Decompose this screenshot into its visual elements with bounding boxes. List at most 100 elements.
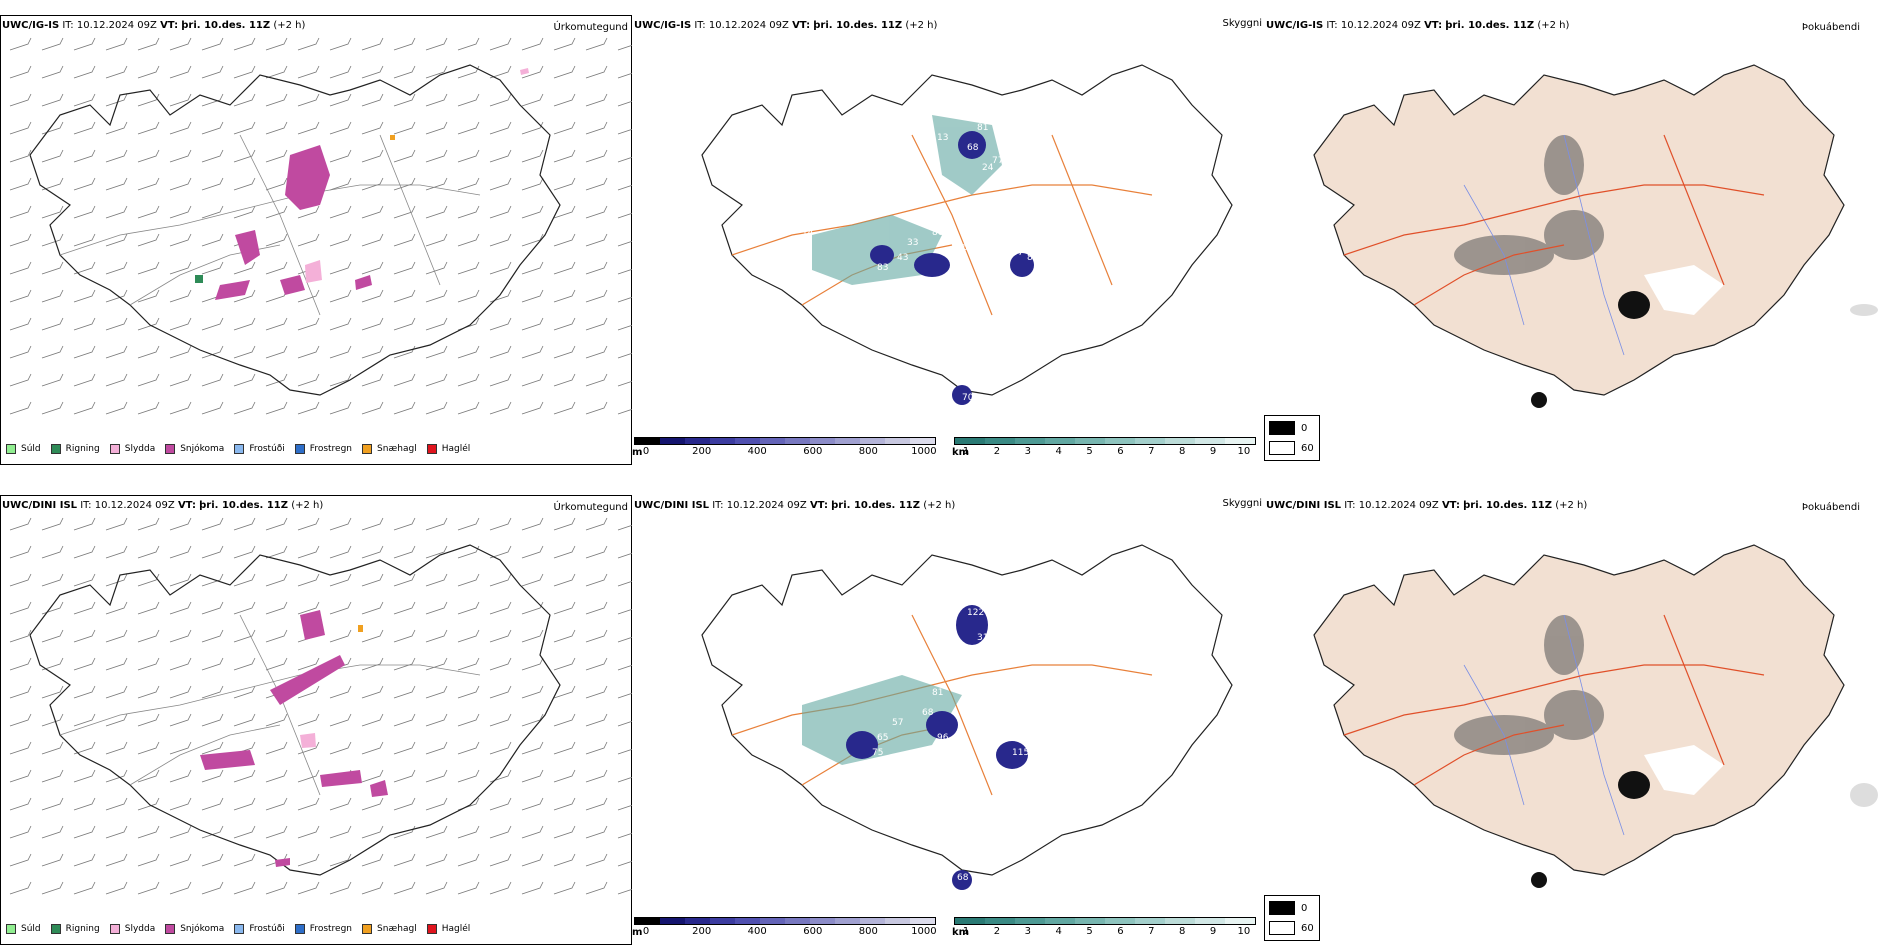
wind-barb — [73, 601, 96, 615]
wind-barb — [585, 345, 608, 359]
wind-barb — [73, 629, 96, 643]
wind-barb — [425, 121, 448, 135]
wind-barb — [585, 545, 608, 559]
wind-barb — [137, 317, 160, 331]
wind-barb — [201, 401, 224, 415]
colorbar-tick: 1 — [962, 926, 970, 937]
wind-barb — [361, 769, 384, 783]
legend-freezing-drizzle: Frostúði — [234, 924, 285, 934]
wind-barb — [233, 37, 256, 51]
wind-barb — [521, 517, 544, 531]
wind-barb — [297, 601, 320, 615]
roads — [59, 134, 481, 316]
lead-time: (+2 h) — [1537, 20, 1570, 31]
wind-barb — [137, 65, 160, 79]
wind-barb — [329, 629, 352, 643]
colorbar-segment — [710, 918, 735, 924]
wind-barb — [553, 573, 576, 587]
wind-barb — [265, 401, 288, 415]
wind-barb — [169, 685, 192, 699]
wind-barb — [617, 72, 632, 79]
wind-barb — [9, 797, 32, 811]
wind-barb — [9, 573, 32, 587]
wind-barb — [521, 261, 544, 275]
wind-barb — [201, 517, 224, 531]
wind-barb — [489, 601, 512, 615]
wind-barb — [265, 233, 288, 247]
wind-barb — [73, 685, 96, 699]
colorbar-segment — [685, 438, 710, 444]
wind-barb — [73, 853, 96, 867]
colorbar-tick: 5 — [1086, 446, 1093, 457]
wind-barb — [169, 121, 192, 135]
wind-barb — [73, 825, 96, 839]
wind-barb — [361, 517, 384, 531]
wind-barb — [233, 261, 256, 275]
legend-swatch — [426, 924, 437, 934]
legend-hail: Haglél — [426, 924, 470, 934]
legend-hail: Haglél — [426, 444, 470, 454]
wind-barb — [233, 177, 256, 191]
wind-barb — [521, 289, 544, 303]
wind-barb — [393, 401, 416, 415]
wind-barb — [137, 177, 160, 191]
legend-swatch — [1269, 901, 1295, 915]
wind-barb — [361, 825, 384, 839]
rain-area — [195, 275, 203, 283]
wind-barb — [617, 212, 632, 219]
wind-barb — [585, 769, 608, 783]
wind-barb — [233, 317, 256, 331]
wind-barb — [553, 345, 576, 359]
wind-barb — [617, 776, 632, 783]
wind-barb — [585, 37, 608, 51]
wind-barb — [137, 345, 160, 359]
colorbar-tick: 2 — [993, 446, 1001, 457]
panel-header: UWC/DINI ISL IT: 10.12.2024 09Z VT: þri.… — [634, 500, 955, 511]
wind-barb — [361, 601, 384, 615]
wind-barb — [297, 573, 320, 587]
wind-barb — [137, 289, 160, 303]
legend-swatch — [1269, 921, 1295, 935]
wind-barb — [105, 205, 128, 219]
wind-barb — [489, 121, 512, 135]
wind-barb — [553, 741, 576, 755]
wind-barb — [73, 797, 96, 811]
vt-value: þri. 10.des. 11Z — [813, 20, 903, 31]
ceiling-label: 87 — [1017, 733, 1028, 743]
ceiling-label: 75 — [872, 748, 883, 758]
wind-barb — [41, 177, 64, 191]
ceiling-label: 57 — [892, 718, 903, 728]
wind-barb — [585, 629, 608, 643]
wind-barb — [585, 317, 608, 331]
fog-legend-dark: 0 — [1269, 421, 1307, 435]
wind-barb — [489, 853, 512, 867]
wind-barb — [489, 573, 512, 587]
iceland-map-precip — [9, 517, 632, 895]
colorbar-segment — [1015, 918, 1045, 924]
vt-value: þri. 10.des. 11Z — [831, 500, 920, 511]
colorbar-tick: 9 — [1209, 446, 1217, 457]
wind-barb — [393, 825, 416, 839]
wind-barb — [265, 65, 288, 79]
ceiling-label: 80 — [932, 228, 944, 238]
precip-legend: Súld Rigning Slydda Snjókoma Frostúði Fr… — [6, 440, 480, 458]
wind-barb — [169, 713, 192, 727]
wind-barb — [169, 797, 192, 811]
wind-barb — [9, 545, 32, 559]
wind-barb — [265, 769, 288, 783]
it-value: 10.12.2024 09Z — [726, 500, 807, 511]
wind-barb — [457, 769, 480, 783]
wind-barb — [361, 685, 384, 699]
visibility-colorbar: 1 2 3 4 5 6 7 8 9 10 km — [952, 917, 1256, 938]
wind-barb — [105, 93, 128, 107]
wind-barb — [41, 657, 64, 671]
colorbar-tick: 1000 — [911, 926, 937, 937]
it-label: IT: — [694, 20, 706, 31]
wind-barb — [105, 261, 128, 275]
ceiling-label: 96 — [937, 733, 949, 743]
wind-barb — [41, 629, 64, 643]
wind-barb — [137, 373, 160, 387]
colorbar-unit: km — [952, 927, 970, 938]
wind-barb — [137, 121, 160, 135]
it-value: 10.12.2024 09Z — [1358, 500, 1439, 511]
